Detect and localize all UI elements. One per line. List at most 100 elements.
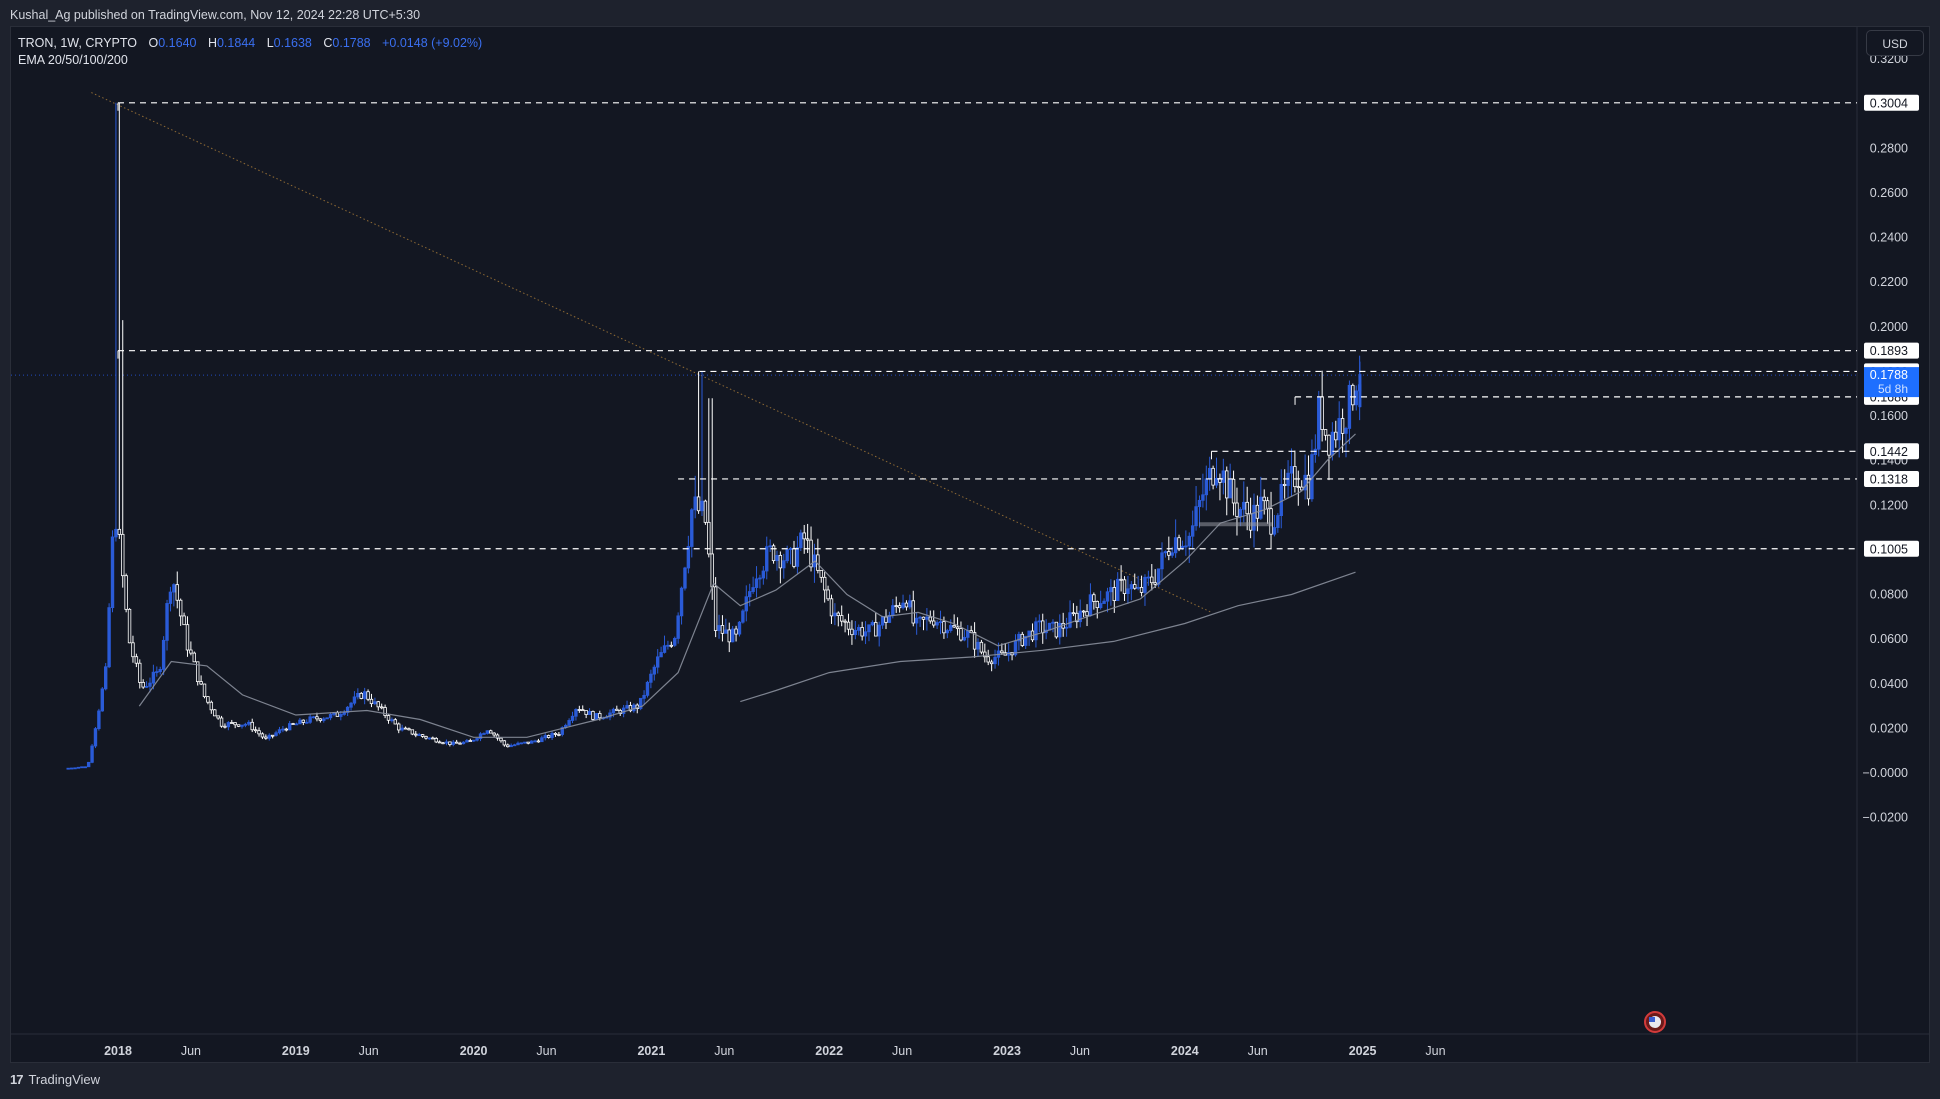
candle-up[interactable] <box>472 739 476 742</box>
candle-up[interactable] <box>73 767 77 770</box>
ema-short-line[interactable] <box>138 433 1356 738</box>
candle-up[interactable] <box>833 612 837 617</box>
candle-down[interactable] <box>410 729 415 735</box>
candle-down[interactable] <box>301 719 306 723</box>
candle-up[interactable] <box>925 616 929 620</box>
candle-down[interactable] <box>1262 496 1266 502</box>
candle-down[interactable] <box>615 708 619 711</box>
candle-down[interactable] <box>393 719 398 725</box>
chart-frame[interactable] <box>10 26 1930 1063</box>
candle-up[interactable] <box>659 652 663 658</box>
candle-down[interactable] <box>138 662 142 683</box>
candle-up[interactable] <box>529 740 534 744</box>
candle-down[interactable] <box>1095 601 1099 609</box>
candle-down[interactable] <box>131 642 135 658</box>
candle-down[interactable] <box>1340 418 1345 434</box>
candle-down[interactable] <box>414 733 418 736</box>
candle-up[interactable] <box>516 742 520 746</box>
candle-up[interactable] <box>748 591 752 598</box>
candle-down[interactable] <box>492 732 496 736</box>
candle-up[interactable] <box>782 560 786 569</box>
candle-up[interactable] <box>1228 478 1232 499</box>
candle-down[interactable] <box>553 732 558 735</box>
candle-up[interactable] <box>1303 474 1307 491</box>
candle-down[interactable] <box>230 722 234 724</box>
candle-up[interactable] <box>891 605 895 616</box>
candle-up[interactable] <box>673 638 677 646</box>
candle-up[interactable] <box>863 631 868 637</box>
candle-down[interactable] <box>1119 578 1123 581</box>
candle-down[interactable] <box>178 599 183 617</box>
candle-up[interactable] <box>80 766 84 769</box>
candle-up[interactable] <box>1289 466 1294 474</box>
candle-down[interactable] <box>598 713 602 719</box>
candle-up[interactable] <box>540 737 544 743</box>
candle-up[interactable] <box>765 546 769 572</box>
candle-up[interactable] <box>656 656 660 668</box>
candle-down[interactable] <box>489 730 493 734</box>
candle-up[interactable] <box>857 627 861 631</box>
candle-up[interactable] <box>533 740 537 743</box>
candle-up[interactable] <box>775 555 779 562</box>
candle-down[interactable] <box>495 734 500 739</box>
support-zone[interactable] <box>1199 522 1272 527</box>
candle-down[interactable] <box>1296 486 1301 489</box>
candle-down[interactable] <box>1245 501 1249 515</box>
candle-down[interactable] <box>1306 474 1311 500</box>
candle-up[interactable] <box>741 610 745 623</box>
current-candle[interactable] <box>1358 374 1362 408</box>
candle-down[interactable] <box>1327 434 1331 456</box>
candle-down[interactable] <box>1071 612 1076 615</box>
candle-up[interactable] <box>594 713 599 720</box>
candle-down[interactable] <box>577 709 582 711</box>
candle-down[interactable] <box>921 616 926 620</box>
candle-down[interactable] <box>206 696 210 703</box>
candle-up[interactable] <box>1102 600 1106 604</box>
candle-down[interactable] <box>928 616 932 622</box>
candle-down[interactable] <box>219 717 224 727</box>
candle-down[interactable] <box>1293 466 1297 488</box>
candle-up[interactable] <box>322 718 326 721</box>
candle-up[interactable] <box>1173 537 1178 554</box>
candle-up[interactable] <box>867 624 871 633</box>
candle-up[interactable] <box>339 714 343 717</box>
ema-long-line[interactable] <box>740 571 1356 703</box>
candle-down[interactable] <box>1081 610 1086 613</box>
candle-up[interactable] <box>570 715 575 721</box>
candle-down[interactable] <box>1320 396 1324 430</box>
candle-up[interactable] <box>1344 428 1348 434</box>
candle-down[interactable] <box>233 722 237 726</box>
candle-down[interactable] <box>386 715 391 721</box>
candle-down[interactable] <box>257 730 261 735</box>
candle-up[interactable] <box>1126 588 1130 595</box>
candle-up[interactable] <box>754 578 759 588</box>
candle-up[interactable] <box>151 671 156 684</box>
candle-down[interactable] <box>805 538 810 541</box>
candle-up[interactable] <box>66 767 70 770</box>
candle-up[interactable] <box>666 644 670 647</box>
candle-down[interactable] <box>175 584 179 601</box>
candle-up[interactable] <box>645 681 650 696</box>
candle-down[interactable] <box>383 707 387 716</box>
candle-up[interactable] <box>1129 584 1134 590</box>
candle-up[interactable] <box>1078 610 1082 623</box>
candle-up[interactable] <box>475 738 479 741</box>
candle-up[interactable] <box>717 625 721 631</box>
candle-up[interactable] <box>1027 630 1031 637</box>
candle-down[interactable] <box>942 621 946 634</box>
candle-down[interactable] <box>213 709 217 717</box>
indicator-label[interactable]: EMA 20/50/100/200 <box>18 53 128 67</box>
candle-down[interactable] <box>199 681 203 685</box>
candle-up[interactable] <box>621 707 626 714</box>
candle-down[interactable] <box>972 632 977 650</box>
candle-down[interactable] <box>809 539 813 568</box>
candle-up[interactable] <box>287 723 292 731</box>
candle-up[interactable] <box>226 722 231 728</box>
candle-down[interactable] <box>979 641 984 653</box>
candle-down[interactable] <box>897 605 902 609</box>
candle-up[interactable] <box>100 688 104 712</box>
candle-down[interactable] <box>874 622 878 637</box>
candle-down[interactable] <box>182 615 186 626</box>
candle-up[interactable] <box>1105 591 1110 602</box>
candle-up[interactable] <box>325 717 329 720</box>
